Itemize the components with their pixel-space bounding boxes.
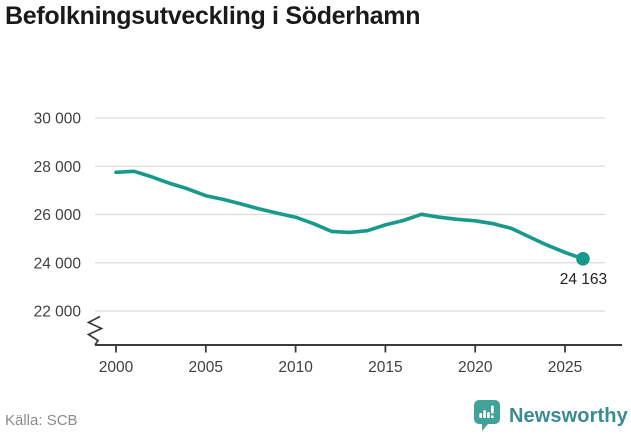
- x-axis-label: 2020: [458, 359, 493, 376]
- newsworthy-logo-icon: [474, 400, 500, 431]
- x-axis-label: 2010: [278, 359, 313, 376]
- x-axis-label: 2025: [548, 359, 582, 376]
- source-label: Källa: SCB: [5, 412, 78, 429]
- x-axis-label: 2005: [189, 359, 223, 376]
- exclamation-bar-icon: [491, 405, 494, 414]
- newsworthy-logo[interactable]: Newsworthy: [474, 400, 628, 433]
- x-axis-label: 2015: [368, 359, 402, 376]
- y-axis-label: 28 000: [34, 159, 82, 176]
- end-value-label: 24 163: [560, 271, 607, 288]
- chart-title: Befolkningsutveckling i Söderhamn: [5, 2, 421, 30]
- end-point-marker: [576, 252, 590, 266]
- exclamation-dot-icon: [491, 415, 494, 418]
- y-axis-label: 30 000: [34, 111, 82, 128]
- speech-bubble-shape: [474, 400, 500, 431]
- population-line: [114, 169, 585, 261]
- newsworthy-wordmark: Newsworthy: [509, 405, 628, 427]
- y-axis-label: 22 000: [34, 304, 82, 321]
- y-axis-label: 24 000: [34, 255, 82, 272]
- bar-icon-1: [479, 413, 482, 418]
- bar-icon-2: [483, 410, 486, 418]
- bar-icon-3: [487, 412, 490, 418]
- y-axis-label: 26 000: [34, 207, 82, 224]
- x-axis-label: 2000: [99, 359, 134, 376]
- axis-break-icon: [86, 315, 104, 346]
